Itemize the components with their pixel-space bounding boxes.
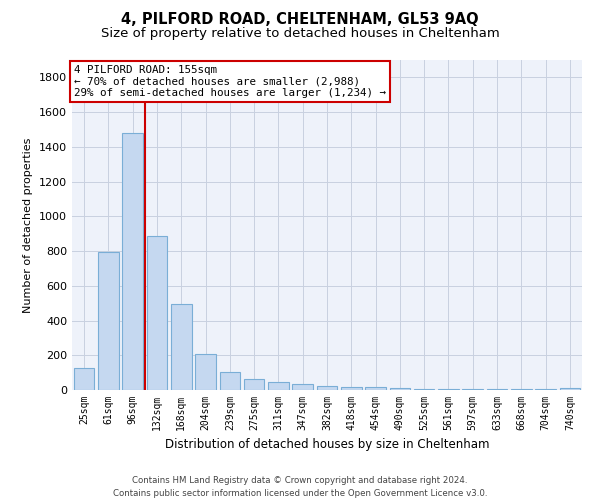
Y-axis label: Number of detached properties: Number of detached properties (23, 138, 34, 312)
Bar (244, 378, 265, 390)
Bar (171, 304, 191, 390)
Bar (98, 252, 119, 390)
Bar (146, 236, 167, 390)
Bar (535, 389, 556, 390)
X-axis label: Distribution of detached houses by size in Cheltenham: Distribution of detached houses by size … (165, 438, 489, 452)
Bar (74, 368, 94, 390)
Bar (292, 384, 313, 390)
Bar (438, 389, 459, 390)
Text: Contains HM Land Registry data © Crown copyright and database right 2024.
Contai: Contains HM Land Registry data © Crown c… (113, 476, 487, 498)
Bar (487, 389, 508, 390)
Bar (195, 354, 216, 390)
Bar (463, 389, 483, 390)
Text: 4, PILFORD ROAD, CHELTENHAM, GL53 9AQ: 4, PILFORD ROAD, CHELTENHAM, GL53 9AQ (121, 12, 479, 28)
Bar (414, 389, 434, 390)
Text: 4 PILFORD ROAD: 155sqm
← 70% of detached houses are smaller (2,988)
29% of semi-: 4 PILFORD ROAD: 155sqm ← 70% of detached… (74, 65, 386, 98)
Bar (220, 372, 240, 390)
Bar (365, 388, 386, 390)
Bar (560, 388, 580, 390)
Bar (511, 389, 532, 390)
Bar (341, 386, 362, 390)
Bar (268, 382, 289, 390)
Bar (389, 388, 410, 390)
Bar (122, 133, 143, 390)
Bar (317, 386, 337, 390)
Text: Size of property relative to detached houses in Cheltenham: Size of property relative to detached ho… (101, 28, 499, 40)
